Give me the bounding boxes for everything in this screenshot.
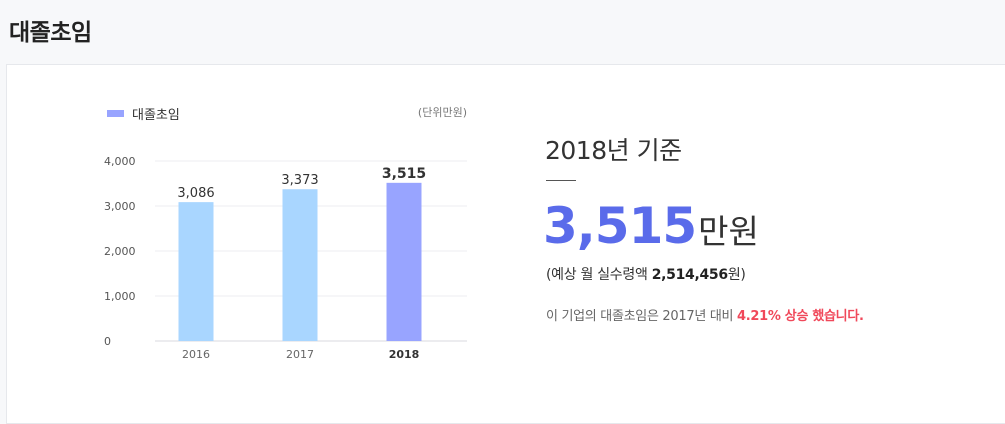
bar-2017 — [282, 189, 318, 341]
y-axis-ticks: 0 1,000 2,000 3,000 4,000 — [104, 155, 136, 348]
monthly-prefix: (예상 월 실수령액 — [546, 267, 652, 283]
summary-number: 3,515 — [543, 197, 697, 255]
summary-heading: 2018년 기준 — [545, 136, 682, 165]
y-tick-label: 0 — [104, 335, 111, 348]
page-title: 대졸초임 — [9, 20, 92, 46]
change-highlight: 4.21% 상승 했습니다. — [736, 309, 864, 324]
bars — [178, 182, 422, 341]
bar-2018 — [386, 182, 422, 341]
summary-divider — [546, 180, 576, 181]
data-label-2017: 3,373 — [281, 173, 318, 188]
salary-card — [6, 64, 1005, 424]
monthly-suffix: 원) — [727, 267, 746, 283]
x-tick-label-2018: 2018 — [389, 348, 420, 361]
monthly-amount: 2,514,456 — [651, 267, 728, 283]
x-axis-labels: 2016 2017 2018 — [182, 348, 419, 361]
unit-label: (단위만원) — [417, 106, 467, 119]
change-text: 이 기업의 대졸초임은 2017년 대비 4.21% 상승 했습니다. — [546, 305, 864, 324]
chart-legend: 대졸초임 — [107, 104, 180, 123]
data-labels: 3,086 3,373 3,515 — [177, 166, 426, 201]
summary-value: 3,515 만원 — [543, 197, 759, 255]
bar-2016 — [178, 202, 214, 341]
change-prefix: 이 기업의 대졸초임은 2017년 대비 — [546, 309, 737, 324]
legend-label: 대졸초임 — [132, 108, 180, 123]
y-tick-label: 1,000 — [104, 290, 136, 303]
legend-swatch — [107, 110, 124, 117]
y-tick-label: 2,000 — [104, 245, 136, 258]
bar-chart: 0 1,000 2,000 3,000 4,000 3,086 3,373 3,515 20… — [104, 155, 467, 361]
data-label-2016: 3,086 — [177, 186, 214, 201]
page-header: 대졸초임 — [0, 0, 1005, 64]
y-tick-label: 4,000 — [104, 155, 136, 168]
monthly-net-pay: (예상 월 실수령액 2,514,456원) — [546, 264, 746, 284]
x-tick-label-2016: 2016 — [182, 348, 210, 361]
summary-unit: 만원 — [698, 212, 759, 251]
y-tick-label: 3,000 — [104, 200, 136, 213]
x-tick-label-2017: 2017 — [286, 348, 314, 361]
data-label-2018: 3,515 — [382, 166, 426, 182]
